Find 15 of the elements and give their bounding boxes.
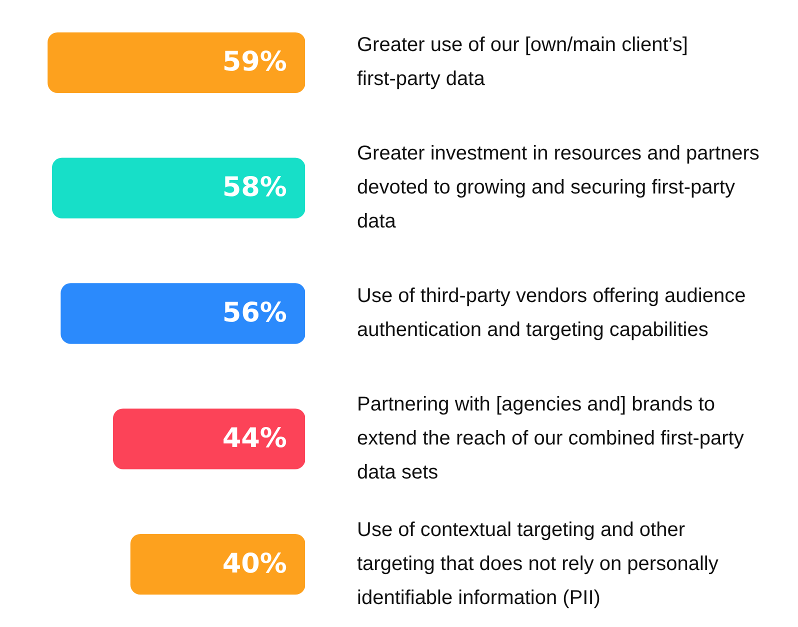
bar [130, 534, 305, 595]
y-tick-label: Use of contextual targeting and other targeting that does not rely on personally identifiable information (PII) [357, 518, 718, 609]
y-tick-label: Use of third-party vendors offering audience authentication and targeting capabilities [357, 285, 746, 342]
bar [112, 408, 305, 470]
y-tick-label: Greater use of our [own/main client’s] first-party data [357, 34, 688, 90]
data-label: 40% [222, 548, 287, 580]
data-label: 59% [222, 46, 287, 78]
data-label: 58% [222, 172, 287, 204]
bar [52, 158, 305, 218]
bar [48, 32, 305, 94]
y-tick-label: Partnering with [agencies and] brands to extend the reach of our combined first-party data sets [357, 393, 744, 484]
data-label: 56% [222, 298, 287, 329]
bar [60, 283, 305, 344]
data-label: 44% [222, 422, 287, 454]
y-tick-label: Greater investment in resources and partners devoted to growing and securing first-party data [357, 142, 760, 233]
